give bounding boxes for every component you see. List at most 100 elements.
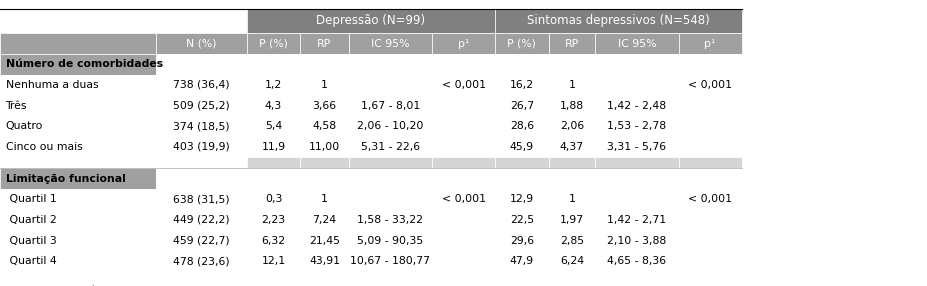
Bar [156,157,247,168]
Bar [432,136,495,157]
Text: 1,67 - 8,01: 1,67 - 8,01 [361,100,420,110]
Text: 1,42 - 2,48: 1,42 - 2,48 [607,100,667,110]
Bar [300,189,349,210]
Text: 7,24: 7,24 [312,215,337,225]
Bar [0,9,156,33]
Bar [0,230,156,251]
Bar [247,95,300,116]
Text: 5,4: 5,4 [265,121,282,131]
Text: 1: 1 [568,194,576,204]
Text: 21,45: 21,45 [309,236,340,246]
Text: Sintomas depressivos (N=548): Sintomas depressivos (N=548) [527,15,710,27]
Text: 2,06 - 10,20: 2,06 - 10,20 [357,121,424,131]
Bar [495,251,549,272]
Bar [300,157,349,168]
Bar [156,9,247,33]
Bar [595,116,679,136]
Bar [432,54,495,75]
Text: < 0,001: < 0,001 [688,80,732,90]
Bar [300,251,349,272]
Bar [156,189,247,210]
Bar [0,251,156,272]
Bar [349,189,432,210]
Bar [595,251,679,272]
Text: 29,6: 29,6 [510,236,534,246]
Text: 22,5: 22,5 [510,215,534,225]
Bar [300,95,349,116]
Bar [432,251,495,272]
Bar [156,230,247,251]
Bar [549,189,595,210]
Bar [247,136,300,157]
Bar [595,210,679,230]
Bar [247,116,300,136]
Bar [549,95,595,116]
Bar [156,33,247,54]
Bar [349,54,432,75]
Bar [495,75,549,95]
Text: Cinco ou mais: Cinco ou mais [6,142,83,152]
Text: < 0,001: < 0,001 [441,80,486,90]
Bar [300,75,349,95]
Bar [549,230,595,251]
Bar [349,33,432,54]
Text: 43,91: 43,91 [309,256,340,266]
Bar [679,189,742,210]
Text: 3,66: 3,66 [312,100,337,110]
Bar [0,54,156,75]
Bar [349,168,432,189]
Bar [300,136,349,157]
Bar [247,75,300,95]
Text: 3,31 - 5,76: 3,31 - 5,76 [607,142,667,152]
Text: 12,1: 12,1 [261,256,286,266]
Bar [349,210,432,230]
Bar [595,168,679,189]
Text: Nenhuma a duas: Nenhuma a duas [6,80,98,90]
Text: Quartil 3: Quartil 3 [6,236,57,246]
Bar [247,9,495,33]
Bar [0,168,156,189]
Bar [549,54,595,75]
Text: 12,9: 12,9 [510,194,534,204]
Bar [432,75,495,95]
Bar [0,189,156,210]
Bar [432,116,495,136]
Bar [495,33,549,54]
Bar [432,189,495,210]
Bar [0,75,156,95]
Text: 2,06: 2,06 [560,121,584,131]
Bar [679,210,742,230]
Bar [679,33,742,54]
Bar [247,33,300,54]
Bar [549,251,595,272]
Bar [679,136,742,157]
Bar [247,210,300,230]
Text: 1,97: 1,97 [560,215,584,225]
Text: Quartil 4: Quartil 4 [6,256,57,266]
Bar [432,157,495,168]
Text: 403 (19,9): 403 (19,9) [172,142,230,152]
Bar [495,157,549,168]
Text: 2,10 - 3,88: 2,10 - 3,88 [607,236,667,246]
Bar [0,95,156,116]
Bar [595,230,679,251]
Text: Quartil 2: Quartil 2 [6,215,57,225]
Text: 26,7: 26,7 [510,100,534,110]
Bar [0,116,156,136]
Bar [679,230,742,251]
Bar [595,95,679,116]
Text: 28,6: 28,6 [510,121,534,131]
Bar [549,168,595,189]
Text: 738 (36,4): 738 (36,4) [172,80,230,90]
Bar [349,230,432,251]
Bar [595,189,679,210]
Bar [549,116,595,136]
Bar [156,251,247,272]
Bar [247,168,300,189]
Bar [595,157,679,168]
Bar [432,230,495,251]
Bar [595,75,679,95]
Text: 0,3: 0,3 [265,194,282,204]
Text: 459 (22,7): 459 (22,7) [172,236,230,246]
Text: 11,00: 11,00 [309,142,340,152]
